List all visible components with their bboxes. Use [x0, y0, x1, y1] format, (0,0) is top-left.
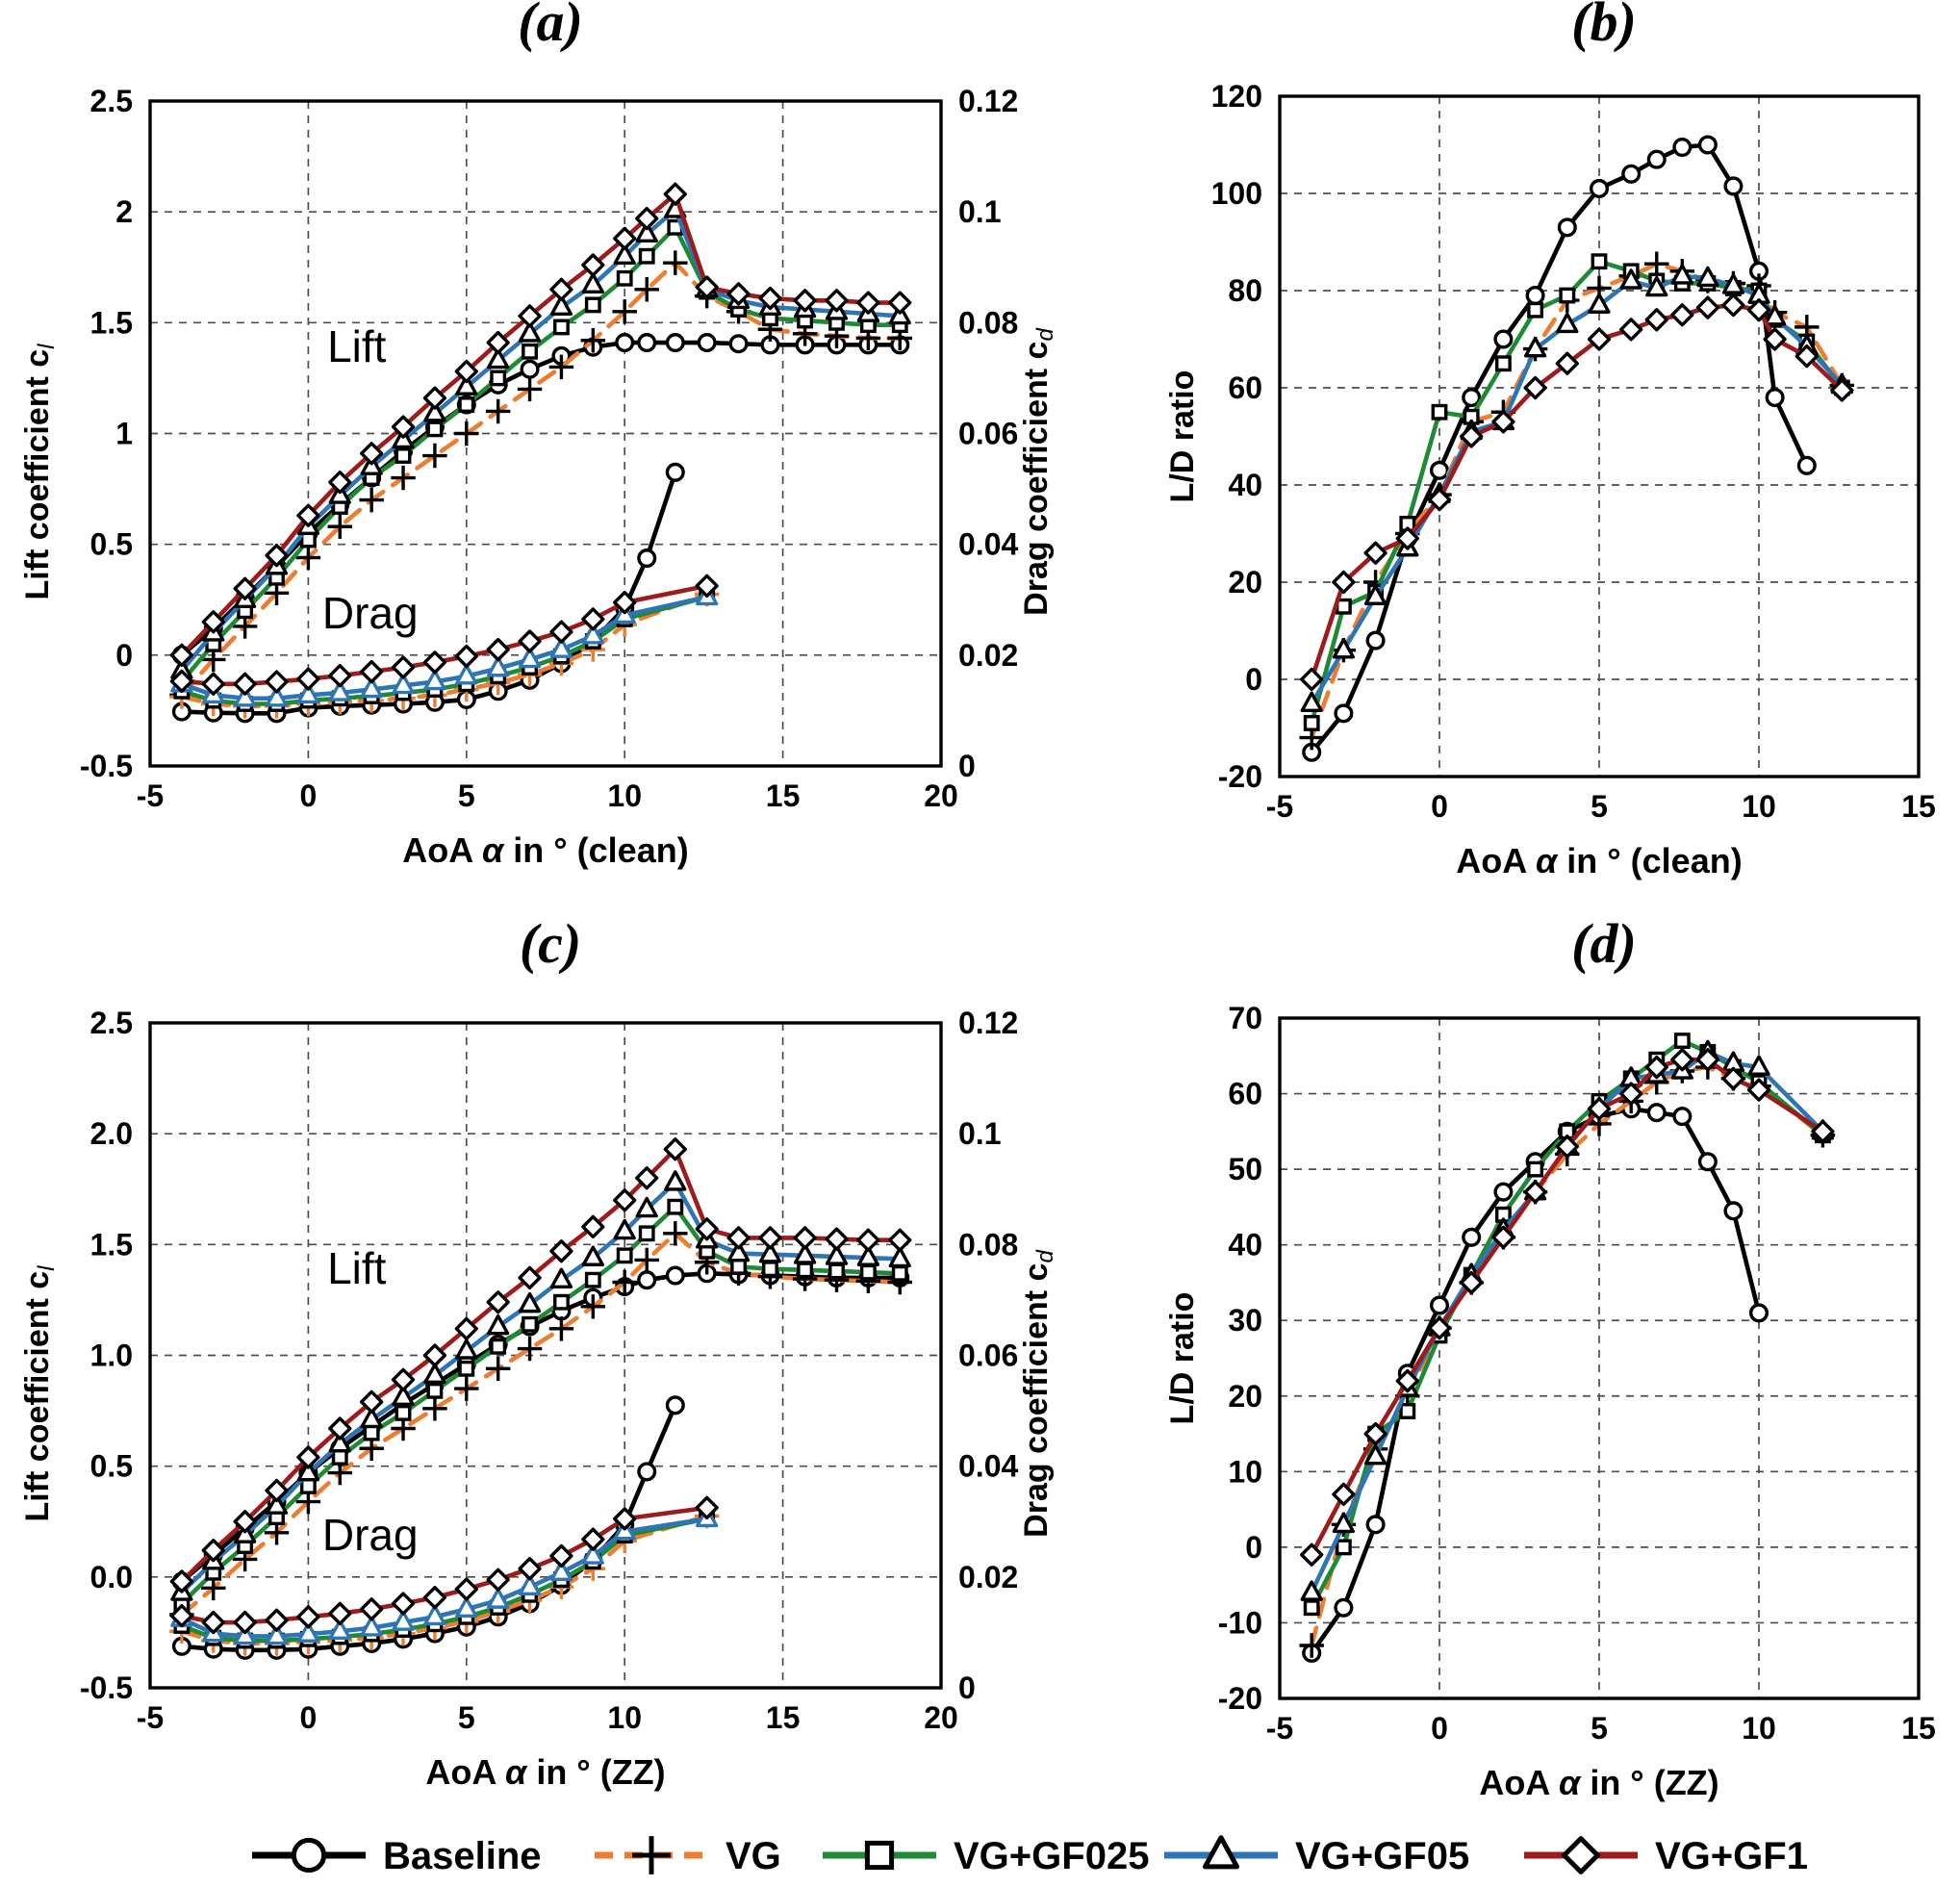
svg-text:VG+GF05: VG+GF05 — [1295, 1835, 1469, 1877]
svg-text:(a): (a) — [518, 0, 583, 53]
svg-text:1.5: 1.5 — [90, 305, 133, 340]
svg-text:70: 70 — [1228, 1001, 1262, 1035]
svg-text:0: 0 — [1431, 789, 1448, 824]
svg-text:0.02: 0.02 — [958, 638, 1018, 673]
svg-text:2: 2 — [115, 194, 133, 229]
svg-text:0: 0 — [1245, 662, 1262, 697]
svg-text:0: 0 — [115, 638, 133, 673]
svg-text:0.5: 0.5 — [90, 527, 133, 562]
svg-text:1: 1 — [115, 417, 133, 451]
svg-text:2.0: 2.0 — [90, 1116, 133, 1151]
svg-text:VG+GF025: VG+GF025 — [954, 1835, 1149, 1877]
svg-text:5: 5 — [458, 1700, 475, 1735]
svg-text:AoA α in ° (clean): AoA α in ° (clean) — [1456, 841, 1742, 880]
svg-text:Lift: Lift — [327, 321, 387, 371]
svg-text:AoA α in ° (ZZ): AoA α in ° (ZZ) — [425, 1752, 665, 1792]
svg-text:100: 100 — [1211, 176, 1262, 211]
svg-text:AoA α in ° (ZZ): AoA α in ° (ZZ) — [1479, 1763, 1718, 1802]
svg-text:10: 10 — [607, 778, 642, 813]
svg-text:20: 20 — [924, 1700, 958, 1735]
svg-text:-5: -5 — [1266, 1711, 1293, 1746]
svg-text:0.12: 0.12 — [958, 84, 1018, 118]
svg-text:0: 0 — [300, 1700, 318, 1735]
svg-text:L/D ratio: L/D ratio — [1164, 1292, 1201, 1425]
svg-text:(b): (b) — [1571, 0, 1637, 53]
svg-text:0.06: 0.06 — [958, 1339, 1018, 1373]
svg-text:L/D ratio: L/D ratio — [1164, 370, 1201, 503]
svg-text:5: 5 — [1591, 789, 1608, 824]
svg-text:10: 10 — [607, 1700, 642, 1735]
svg-text:Lift coefficient cl: Lift coefficient cl — [19, 1265, 60, 1522]
svg-text:Baseline: Baseline — [383, 1835, 542, 1877]
svg-text:-20: -20 — [1218, 1681, 1262, 1716]
svg-text:-5: -5 — [1266, 789, 1293, 824]
svg-text:40: 40 — [1228, 1228, 1262, 1262]
svg-text:0.1: 0.1 — [958, 1116, 1001, 1151]
svg-text:Drag: Drag — [322, 588, 419, 638]
svg-text:120: 120 — [1211, 79, 1262, 114]
svg-text:0.08: 0.08 — [958, 305, 1018, 340]
svg-text:0.0: 0.0 — [90, 1560, 133, 1594]
svg-text:Lift coefficient cl: Lift coefficient cl — [19, 344, 60, 600]
svg-text:1.0: 1.0 — [90, 1339, 133, 1373]
svg-text:60: 60 — [1228, 370, 1262, 405]
svg-text:(c): (c) — [520, 912, 581, 975]
svg-text:40: 40 — [1228, 468, 1262, 502]
svg-text:Lift: Lift — [327, 1243, 387, 1293]
svg-text:5: 5 — [1591, 1711, 1608, 1746]
svg-text:-5: -5 — [137, 1700, 164, 1735]
svg-text:10: 10 — [1228, 1454, 1262, 1489]
svg-text:-10: -10 — [1218, 1605, 1262, 1640]
svg-text:Drag coefficient cd: Drag coefficient cd — [1018, 328, 1058, 616]
svg-text:2.5: 2.5 — [90, 1006, 133, 1040]
svg-text:10: 10 — [1742, 1711, 1776, 1746]
svg-text:0.12: 0.12 — [958, 1006, 1018, 1040]
svg-text:Drag: Drag — [322, 1510, 419, 1560]
svg-text:15: 15 — [766, 778, 801, 813]
svg-text:0.5: 0.5 — [90, 1449, 133, 1484]
svg-text:2.5: 2.5 — [90, 84, 133, 118]
svg-text:10: 10 — [1742, 789, 1776, 824]
svg-text:-0.5: -0.5 — [80, 749, 133, 783]
svg-text:15: 15 — [1901, 1711, 1936, 1746]
svg-text:20: 20 — [1228, 1379, 1262, 1414]
svg-text:AoA α in ° (clean): AoA α in ° (clean) — [402, 830, 688, 870]
svg-text:5: 5 — [458, 778, 475, 813]
svg-text:15: 15 — [766, 1700, 801, 1735]
svg-text:-20: -20 — [1218, 759, 1262, 794]
svg-text:0.04: 0.04 — [958, 527, 1018, 562]
svg-text:Drag coefficient cd: Drag coefficient cd — [1018, 1250, 1058, 1538]
svg-text:0.1: 0.1 — [958, 194, 1001, 229]
svg-text:0: 0 — [1245, 1530, 1262, 1565]
svg-text:0: 0 — [1431, 1711, 1448, 1746]
svg-text:0: 0 — [958, 1670, 976, 1705]
svg-text:20: 20 — [1228, 565, 1262, 599]
svg-text:VG: VG — [725, 1835, 781, 1877]
svg-text:0.08: 0.08 — [958, 1227, 1018, 1262]
svg-text:0.02: 0.02 — [958, 1560, 1018, 1594]
svg-text:-0.5: -0.5 — [80, 1670, 133, 1705]
svg-text:0: 0 — [300, 778, 318, 813]
svg-text:-5: -5 — [137, 778, 164, 813]
svg-text:(d): (d) — [1571, 912, 1637, 975]
svg-text:30: 30 — [1228, 1303, 1262, 1338]
svg-text:60: 60 — [1228, 1077, 1262, 1111]
svg-text:1.5: 1.5 — [90, 1227, 133, 1262]
svg-text:50: 50 — [1228, 1152, 1262, 1186]
svg-text:VG+GF1: VG+GF1 — [1655, 1835, 1808, 1877]
svg-text:20: 20 — [924, 778, 958, 813]
svg-text:0.04: 0.04 — [958, 1449, 1018, 1484]
svg-text:0: 0 — [958, 749, 976, 783]
svg-text:15: 15 — [1901, 789, 1936, 824]
svg-text:0.06: 0.06 — [958, 417, 1018, 451]
svg-text:80: 80 — [1228, 273, 1262, 308]
